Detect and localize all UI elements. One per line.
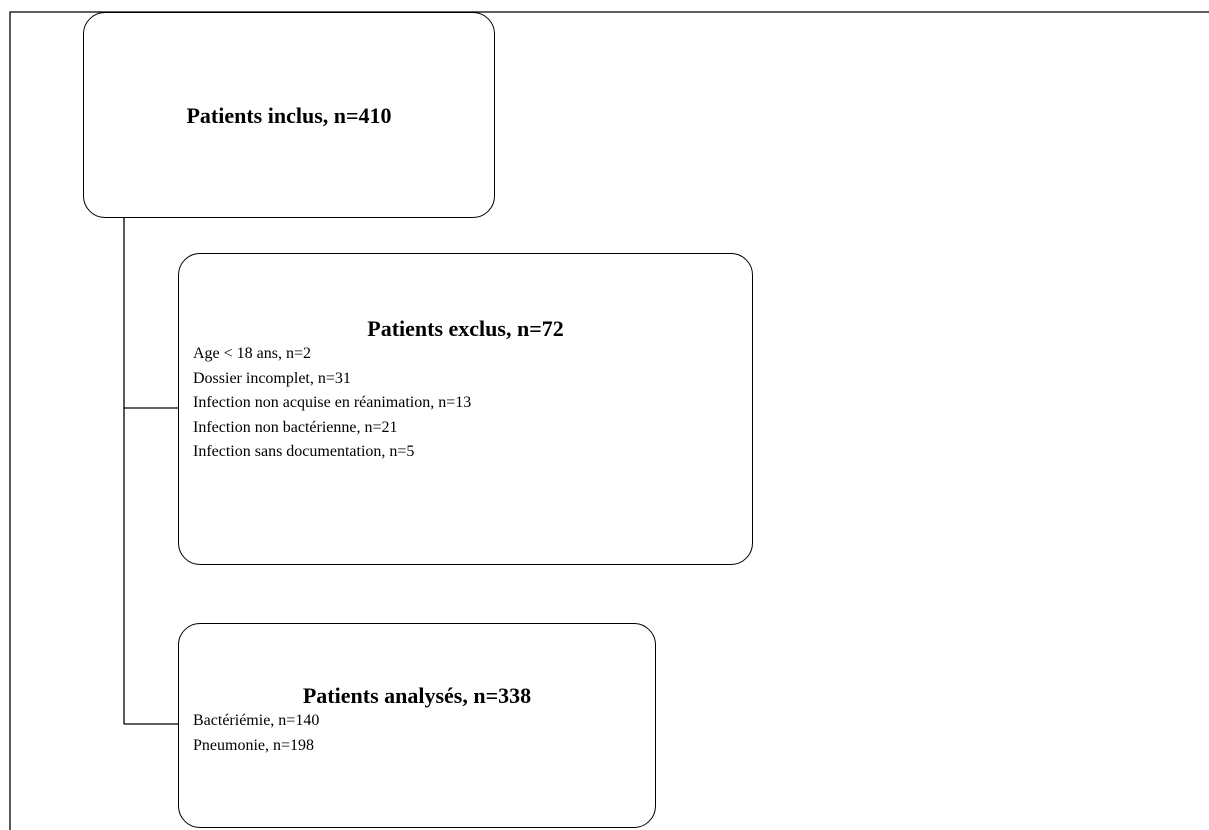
item: Infection non acquise en réanimation, n=… xyxy=(193,394,472,411)
item: Infection sans documentation, n=5 xyxy=(193,443,415,460)
item: Dossier incomplet, n=31 xyxy=(193,369,351,387)
frame xyxy=(9,11,1209,830)
item: Bactériémie, n=140 xyxy=(193,712,320,729)
item: Pneumonie, n=198 xyxy=(193,736,315,754)
node: Patients exclus, n=72 Age < 18 ans, n=2 D… xyxy=(178,253,753,565)
node-title: Patients analysés, n=338 xyxy=(302,683,532,708)
item: Infection non bactérienne, n=21 xyxy=(193,418,398,436)
item-list: Age < 18 ans, n=2 Dossier incomplet, n=31… xyxy=(193,342,471,465)
node: Patients analysés, n=338 Bactériémie, n=… xyxy=(178,623,656,828)
node: Patients inclus, n=410 xyxy=(83,12,495,218)
item-list: Bactériémie, n=140 Pneumonie, n=198 xyxy=(193,709,319,758)
node-title: Patients inclus, n=410 xyxy=(186,103,392,128)
node-title: Patients exclus, n=72 xyxy=(367,316,564,341)
item: Age < 18 ans, n=2 xyxy=(193,345,312,362)
